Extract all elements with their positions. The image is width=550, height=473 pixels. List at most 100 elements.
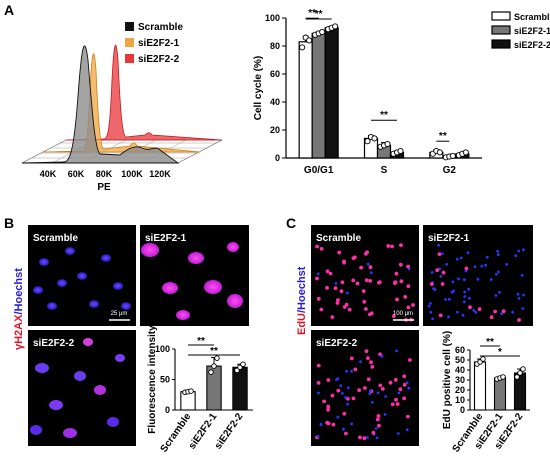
cell-dot [364, 349, 369, 353]
cell-dot [440, 252, 444, 256]
nucleus [188, 252, 204, 264]
nucleus [94, 385, 106, 395]
cell-dot [316, 435, 320, 438]
cell-dot [369, 360, 373, 365]
cell-dot [494, 294, 498, 297]
cell-dot [357, 388, 361, 393]
cell-dot [315, 244, 319, 249]
cell-dot [325, 286, 329, 290]
cell-dot [316, 381, 321, 385]
cell-dot [364, 251, 368, 256]
cell-dot [462, 300, 466, 304]
cell-dot [326, 421, 331, 426]
data-point [364, 138, 371, 145]
cell-dot [328, 271, 333, 276]
cell-dot [402, 374, 407, 379]
cell-dot [484, 263, 487, 267]
nucleus [107, 417, 119, 427]
cell-dot [331, 422, 336, 427]
cell-dot [402, 382, 407, 387]
legend-label: siE2F2-2 [514, 40, 550, 50]
scale-bar-label: 100 μm [393, 311, 413, 317]
y-tick-label: 20 [455, 385, 465, 395]
nucleus [47, 302, 57, 310]
y-axis-label: Cell cycle (%) [253, 56, 264, 120]
cell-dot [359, 265, 363, 270]
cell-dot [378, 352, 382, 357]
cell-dot [395, 349, 398, 353]
cell-dot [346, 291, 349, 295]
data-point [449, 152, 456, 159]
cell-dot [514, 254, 518, 258]
cell-dot [319, 307, 324, 312]
micrograph-sie2f2-1 [140, 225, 249, 326]
nucleus [204, 280, 222, 294]
cell-dot [437, 243, 440, 247]
cell-dot [405, 428, 409, 432]
legend-label: siE2F2-2 [138, 54, 180, 65]
cell-dot [448, 297, 451, 301]
nucleus [30, 425, 42, 435]
nucleus [49, 400, 63, 410]
legend-swatch-sie2f2-2 [125, 54, 134, 63]
cell-dot [371, 430, 376, 435]
cell-dot [351, 278, 356, 283]
data-point [517, 370, 523, 376]
cell-dot [468, 305, 472, 310]
cell-dot [429, 282, 434, 286]
cell-dot [342, 305, 347, 309]
cell-dot [433, 288, 437, 291]
cell-dot [391, 314, 396, 318]
cell-dot [369, 389, 372, 393]
cell-dot [511, 310, 515, 314]
b-channel-label: γH2AX/Hoechst [13, 268, 25, 350]
y-tick-label: 0 [275, 153, 280, 163]
nucleus [121, 302, 131, 310]
y-axis-label: EdU positive cell (%) [442, 331, 453, 429]
histogram-siE2F2-2 [65, 44, 223, 141]
c-channel-label: EdU/Hoechst [296, 266, 308, 335]
flow-xtick: 40K [40, 169, 57, 179]
flow-xtick: 80K [96, 169, 113, 179]
cell-dot [317, 391, 320, 395]
cell-dot [342, 411, 347, 416]
significance-label: ** [315, 9, 323, 20]
cell-dot [370, 400, 374, 404]
cell-dot [496, 249, 499, 253]
cell-dot [370, 365, 375, 369]
cell-dot [464, 266, 469, 271]
data-point [332, 23, 339, 30]
data-point [371, 135, 378, 142]
cell-dot [330, 393, 335, 398]
flow-xtick: 60K [68, 169, 85, 179]
data-point [520, 366, 526, 372]
cell-dot [431, 317, 434, 321]
cell-dot [350, 422, 353, 426]
cell-dot [390, 402, 395, 407]
cell-dot [339, 289, 344, 294]
cell-dot [351, 396, 356, 401]
cell-dot [347, 307, 352, 312]
y-axis-label: Fluorescence intensity [147, 325, 158, 434]
cell-dot [380, 355, 384, 358]
cell-dot [369, 311, 374, 316]
cell-dot [326, 407, 330, 412]
cell-dot [396, 432, 400, 435]
cell-dot [408, 358, 412, 362]
tile-label: siE2F2-1 [428, 233, 470, 244]
cell-dot [398, 387, 403, 392]
cell-dot [368, 265, 373, 270]
panel-label-c: C [286, 215, 296, 231]
legend-swatch-scramble [125, 22, 134, 31]
cell-dot [386, 244, 391, 248]
nucleus [227, 294, 243, 308]
cell-dot [463, 295, 467, 298]
significance-label: ** [380, 110, 388, 121]
nucleus [227, 242, 239, 252]
cell-dot [349, 356, 354, 361]
gh2ax-micrographs: Scramble siE2F2-1 siE2F2-2 25 μm γH2AX/H… [13, 225, 249, 446]
cell-dot [467, 287, 471, 291]
panel-label-a: A [4, 2, 14, 18]
cell-dot [361, 289, 366, 293]
